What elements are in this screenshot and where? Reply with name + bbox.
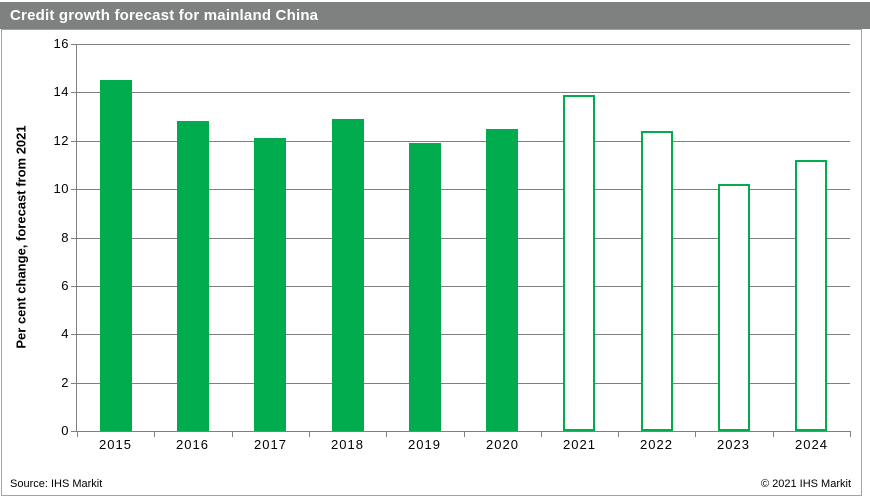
bar-2022: [641, 131, 673, 431]
x-axis-label-2023: 2023: [717, 437, 750, 452]
x-tick-4: [386, 431, 387, 437]
x-axis-label-2021: 2021: [563, 437, 596, 452]
y-tick-8: [71, 238, 77, 239]
x-axis-label-2017: 2017: [254, 437, 287, 452]
bar-2021: [563, 95, 595, 431]
y-axis-label-8: 8: [61, 230, 69, 245]
bar-2024: [795, 160, 827, 431]
gridline-12: [77, 141, 850, 142]
plot-area: Per cent change, forecast from 2021 0 2 4 6…: [14, 36, 851, 452]
y-axis-label-4: 4: [61, 326, 69, 341]
gridline-14: [77, 92, 850, 93]
gridline-4: [77, 334, 850, 335]
bar-2015: [100, 80, 132, 431]
x-tick-0: [77, 431, 78, 437]
bar-2018: [332, 119, 364, 431]
y-tick-2: [71, 383, 77, 384]
x-axis-label-2018: 2018: [331, 437, 364, 452]
bar-2019: [409, 143, 441, 431]
x-tick-2: [232, 431, 233, 437]
x-tick-6: [541, 431, 542, 437]
bar-2016: [177, 121, 209, 431]
y-tick-10: [71, 189, 77, 190]
x-axis-label-2016: 2016: [176, 437, 209, 452]
source-note: Source: IHS Markit: [10, 478, 103, 490]
y-axis-title: Per cent change, forecast from 2021: [13, 125, 29, 349]
y-axis-label-0: 0: [61, 423, 69, 438]
x-axis-label-2019: 2019: [408, 437, 441, 452]
y-axis-label-12: 12: [53, 133, 69, 148]
y-axis-label-10: 10: [53, 181, 69, 196]
x-tick-10: [850, 431, 851, 437]
x-tick-8: [695, 431, 696, 437]
x-tick-3: [309, 431, 310, 437]
y-tick-14: [71, 92, 77, 93]
y-tick-6: [71, 286, 77, 287]
x-axis-label-2022: 2022: [640, 437, 673, 452]
gridline-8: [77, 238, 850, 239]
x-tick-5: [464, 431, 465, 437]
x-axis-label-2020: 2020: [486, 437, 519, 452]
gridline-6: [77, 286, 850, 287]
y-tick-0: [71, 431, 77, 432]
copyright-note: © 2021 IHS Markit: [760, 478, 851, 490]
chart-title-bar: Credit growth forecast for mainland Chin…: [0, 2, 870, 29]
y-tick-16: [71, 44, 77, 45]
x-tick-9: [773, 431, 774, 437]
y-axis-label-2: 2: [61, 375, 69, 390]
gridline-2: [77, 383, 850, 384]
y-axis-label-16: 16: [53, 36, 69, 51]
x-axis-label-2015: 2015: [99, 437, 132, 452]
y-tick-4: [71, 334, 77, 335]
bar-2020: [486, 129, 518, 431]
x-tick-1: [154, 431, 155, 437]
chart-panel: Per cent change, forecast from 2021 0 2 4 6…: [1, 29, 862, 496]
y-axis-label-6: 6: [61, 278, 69, 293]
chart-title: Credit growth forecast for mainland Chin…: [10, 7, 319, 24]
y-tick-12: [71, 141, 77, 142]
gridline-10: [77, 189, 850, 190]
bar-2023: [718, 184, 750, 431]
x-tick-7: [618, 431, 619, 437]
bar-2017: [254, 138, 286, 431]
x-axis-label-2024: 2024: [795, 437, 828, 452]
y-axis-label-14: 14: [53, 84, 69, 99]
gridline-16: [77, 44, 850, 45]
